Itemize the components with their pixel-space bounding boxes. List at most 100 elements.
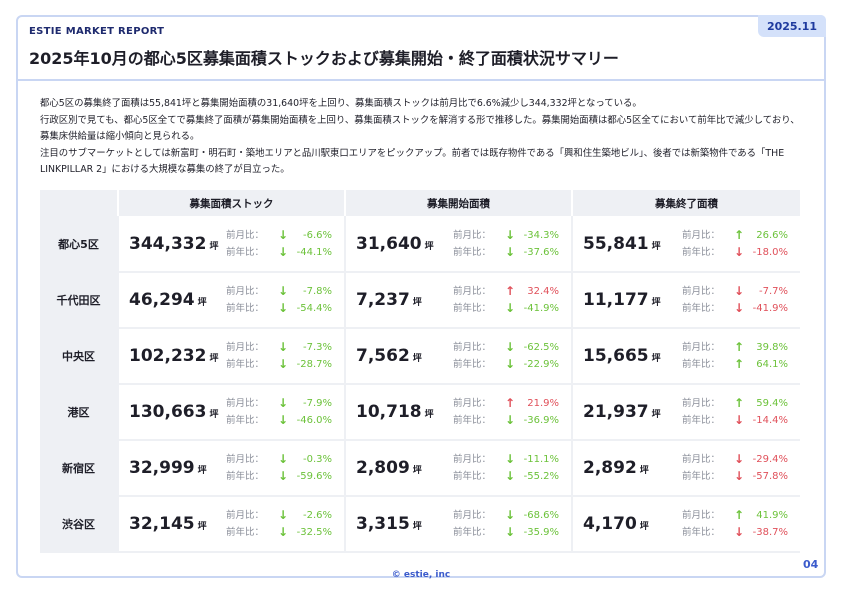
unit-label: 坪 <box>424 241 434 252</box>
yoy-change: 前年比： ↓ -59.6% <box>226 468 332 485</box>
change-group: 前月比： ↓ -7.8% 前年比： ↓ -54.4% <box>226 283 332 317</box>
change-value: -14.4% <box>752 415 788 426</box>
arrow-down-icon: ↓ <box>277 508 289 522</box>
change-label: 前月比： <box>453 454 492 465</box>
change-value: -54.4% <box>296 303 332 314</box>
area-value-group: 31,640 坪 <box>356 234 434 254</box>
arrow-down-icon: ↓ <box>277 396 289 410</box>
area-value-group: 344,332 坪 <box>129 234 218 254</box>
mom-change: 前月比： ↑ 41.9% <box>682 507 788 524</box>
change-value: -38.7% <box>752 527 788 538</box>
change-value: -44.1% <box>296 246 332 258</box>
area-value: 31,640 <box>356 233 422 254</box>
cell-content: 2,892 坪 前月比： ↓ -29.4% 前年比： ↓ -57.8% <box>573 441 800 495</box>
area-value-group: 10,718 坪 <box>356 402 434 422</box>
area-value-group: 46,294 坪 <box>129 290 207 310</box>
unit-label: 坪 <box>639 466 649 476</box>
change-value: 32.4% <box>527 286 559 297</box>
table-header-row: 募集面積ストック 募集開始面積 募集終了面積 <box>40 190 800 216</box>
table-body: 都心5区 344,332 坪前月比： ↓ -6.6% 前年比： ↓ -44.1% 31,640 坪… <box>40 216 800 553</box>
mom-change: 前月比： ↓ -7.3% <box>226 339 332 356</box>
arrow-down-icon: ↓ <box>504 452 516 466</box>
change-group: 前月比： ↓ -7.9% 前年比： ↓ -46.0% <box>226 395 332 429</box>
area-value: 4,170 <box>583 514 637 534</box>
change-label: 前年比： <box>453 415 492 426</box>
brand-label: ESTIE MARKET REPORT <box>29 26 165 37</box>
change-label: 前月比： <box>226 342 265 353</box>
change-label: 前年比： <box>453 246 492 258</box>
cell-content: 102,232 坪前月比： ↓ -7.3% 前年比： ↓ -28.7% <box>119 329 344 383</box>
change-value: 21.9% <box>527 398 559 409</box>
change-label: 前月比： <box>682 286 721 297</box>
arrow-down-icon: ↓ <box>504 244 516 259</box>
table-cell: 102,232 坪前月比： ↓ -7.3% 前年比： ↓ -28.7% <box>117 328 345 385</box>
change-label: 前年比： <box>682 471 721 482</box>
arrow-down-icon: ↓ <box>504 508 516 522</box>
unit-label: 坪 <box>424 410 434 420</box>
arrow-up-icon: ↑ <box>733 340 745 354</box>
mom-change: 前月比： ↑ 39.8% <box>682 339 788 356</box>
change-label: 前年比： <box>226 527 265 538</box>
table-cell: 7,562 坪 前月比： ↓ -62.5% 前年比： ↓ -22.9% <box>344 328 572 385</box>
change-value: -0.3% <box>302 454 332 465</box>
area-value: 7,562 <box>356 346 410 366</box>
arrow-down-icon: ↓ <box>277 301 289 315</box>
yoy-change: 前年比： ↓ -41.9% <box>682 300 788 317</box>
area-value-group: 7,562 坪 <box>356 346 422 366</box>
arrow-up-icon: ↑ <box>733 227 745 242</box>
cell-content: 344,332 坪前月比： ↓ -6.6% 前年比： ↓ -44.1% <box>119 216 344 271</box>
area-value-group: 3,315 坪 <box>356 514 422 534</box>
cell-content: 10,718 坪 前月比： ↑ 21.9% 前年比： ↓ -36.9% <box>346 385 571 439</box>
arrow-down-icon: ↓ <box>504 525 516 539</box>
yoy-change: 前年比： ↓ -54.4% <box>226 300 332 317</box>
change-value: -35.9% <box>523 527 559 538</box>
mom-change: 前月比： ↑ 59.4% <box>682 395 788 412</box>
mom-change: 前月比： ↓ -7.7% <box>682 283 788 300</box>
title-divider <box>18 79 824 81</box>
change-value: -7.3% <box>302 342 332 353</box>
table-cell: 4,170 坪 前月比： ↑ 41.9% 前年比： ↓ -38.7% <box>571 496 800 553</box>
change-group: 前月比： ↑ 26.6% 前年比： ↓ -18.0% <box>682 227 788 261</box>
mom-change: 前月比： ↓ -2.6% <box>226 507 332 524</box>
unit-label: 坪 <box>209 354 219 364</box>
change-label: 前月比： <box>226 286 265 297</box>
change-label: 前月比： <box>453 286 492 297</box>
yoy-change: 前年比： ↓ -32.5% <box>226 524 332 541</box>
yoy-change: 前年比： ↓ -37.6% <box>453 244 559 261</box>
change-label: 前月比： <box>453 229 492 241</box>
cell-content: 21,937 坪 前月比： ↑ 59.4% 前年比： ↓ -14.4% <box>573 385 800 439</box>
cell-content: 15,665 坪 前月比： ↑ 39.8% 前年比： ↑ 64.1% <box>573 329 800 383</box>
unit-label: 坪 <box>412 522 422 532</box>
change-value: -6.6% <box>302 229 332 241</box>
arrow-down-icon: ↓ <box>733 301 745 315</box>
arrow-down-icon: ↓ <box>277 452 289 466</box>
arrow-down-icon: ↓ <box>504 469 516 483</box>
table-row: 都心5区 344,332 坪前月比： ↓ -6.6% 前年比： ↓ -44.1% 31,640 坪… <box>40 216 800 273</box>
change-label: 前月比： <box>226 398 265 409</box>
page-frame <box>16 15 826 578</box>
arrow-down-icon: ↓ <box>277 244 289 259</box>
area-value: 46,294 <box>129 290 195 310</box>
change-group: 前月比： ↓ -34.3% 前年比： ↓ -37.6% <box>453 227 559 261</box>
copyright: © estie, inc <box>391 570 451 580</box>
change-value: 41.9% <box>756 510 788 521</box>
row-header: 新宿区 <box>40 440 118 497</box>
row-header: 千代田区 <box>40 272 118 329</box>
arrow-down-icon: ↓ <box>733 469 745 483</box>
change-value: -18.0% <box>752 246 788 258</box>
page-number: 04 <box>803 558 819 571</box>
unit-label: 坪 <box>639 522 649 532</box>
change-group: 前月比： ↓ -62.5% 前年比： ↓ -22.9% <box>453 339 559 373</box>
change-value: -28.7% <box>296 359 332 370</box>
area-value: 15,665 <box>583 346 649 366</box>
change-group: 前月比： ↓ -68.6% 前年比： ↓ -35.9% <box>453 507 559 541</box>
change-label: 前年比： <box>453 303 492 314</box>
table-row: 中央区 102,232 坪前月比： ↓ -7.3% 前年比： ↓ -28.7% 7,562 坪前月… <box>40 328 800 385</box>
unit-label: 坪 <box>197 466 207 476</box>
arrow-down-icon: ↓ <box>277 340 289 354</box>
cell-content: 2,809 坪 前月比： ↓ -11.1% 前年比： ↓ -55.2% <box>346 441 571 495</box>
table-cell: 10,718 坪 前月比： ↑ 21.9% 前年比： ↓ -36.9% <box>344 384 572 441</box>
change-group: 前月比： ↓ -0.3% 前年比： ↓ -59.6% <box>226 451 332 485</box>
yoy-change: 前年比： ↓ -18.0% <box>682 244 788 261</box>
change-label: 前月比： <box>453 342 492 353</box>
